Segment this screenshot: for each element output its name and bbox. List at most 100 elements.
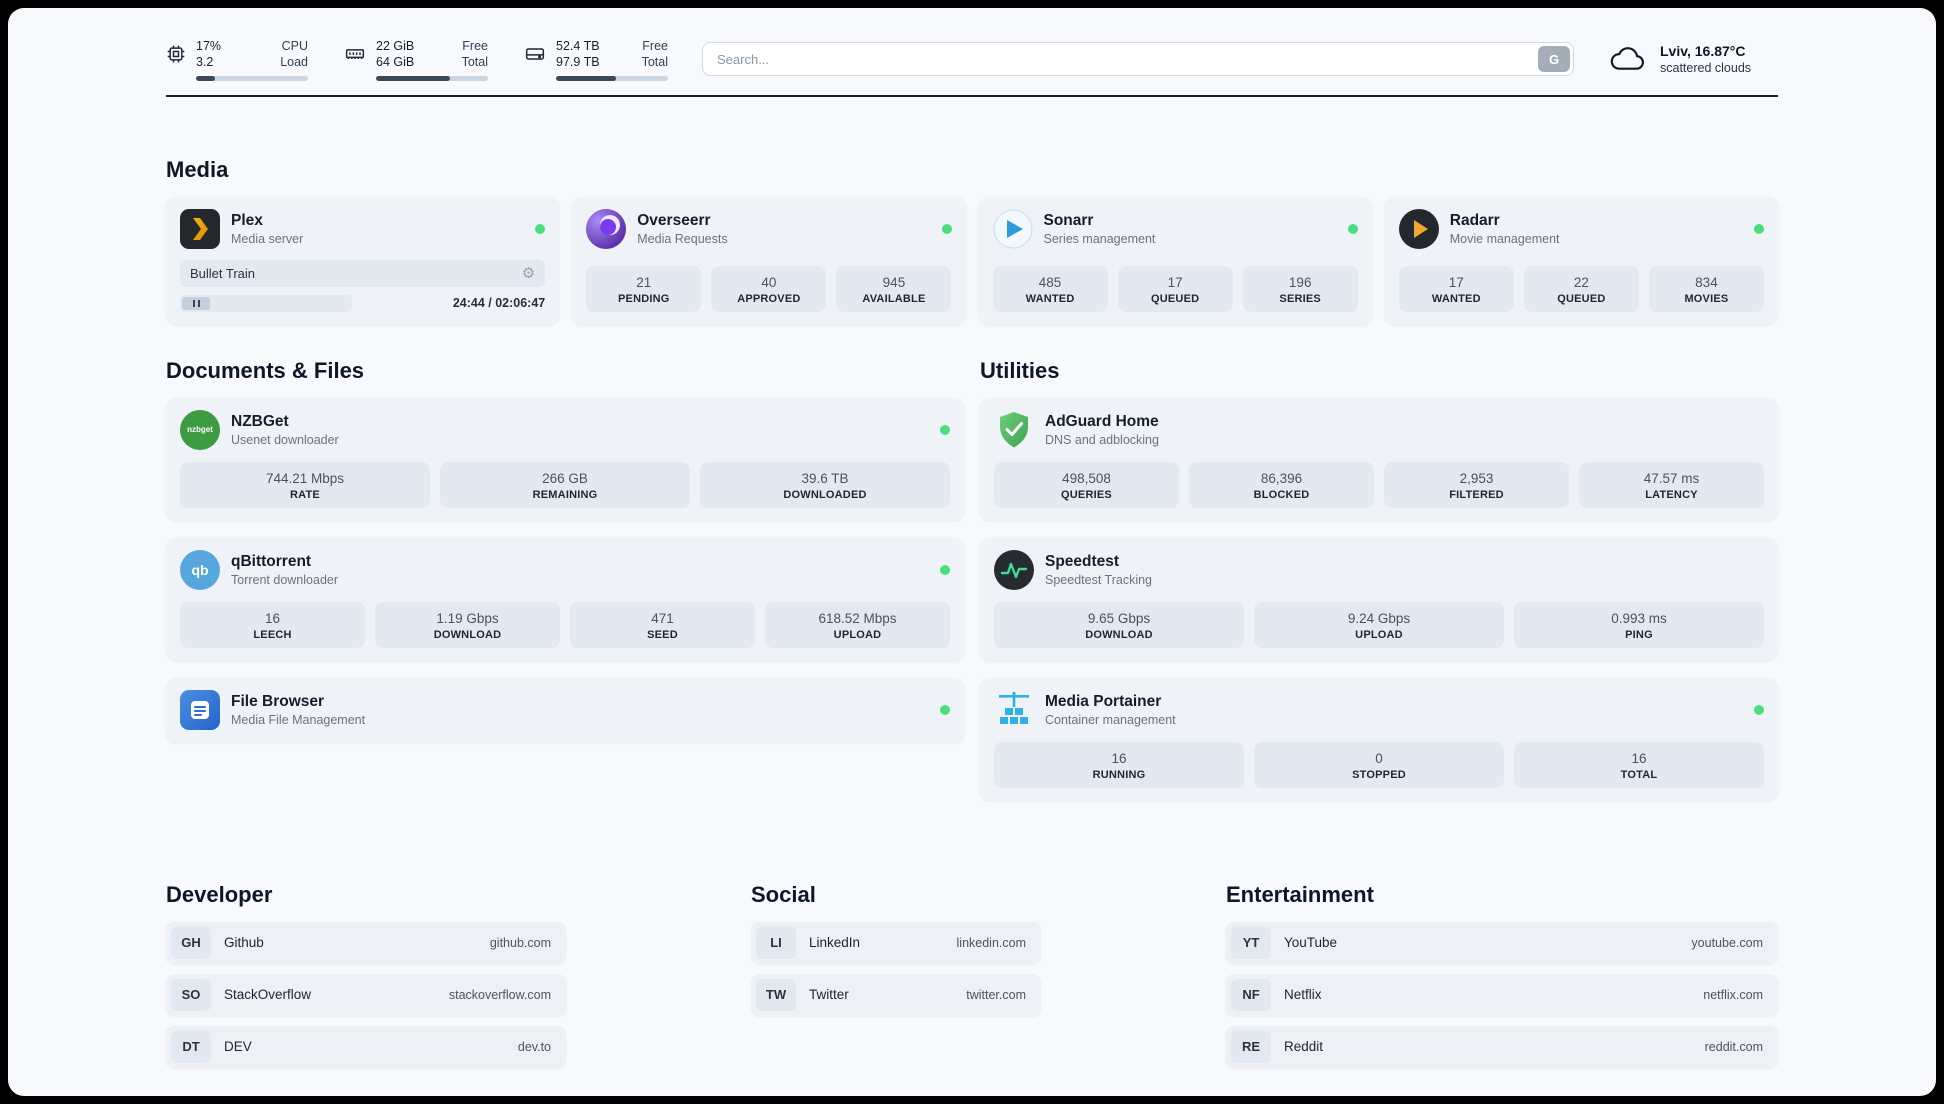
- stat-value: 1.19 Gbps: [436, 610, 499, 626]
- bookmark-stackoverflow[interactable]: SO StackOverflow stackoverflow.com: [166, 973, 566, 1016]
- stat-label: LATENCY: [1645, 488, 1698, 501]
- bookmark-reddit[interactable]: RE Reddit reddit.com: [1226, 1025, 1778, 1068]
- search-engine-button[interactable]: G: [1538, 46, 1570, 73]
- app-name: Sonarr: [1043, 211, 1094, 229]
- bookmark-github[interactable]: GH Github github.com: [166, 921, 566, 964]
- stat: 2,953 FILTERED: [1384, 461, 1569, 508]
- bookmark-twitter[interactable]: TW Twitter twitter.com: [751, 973, 1041, 1016]
- plex-icon: [180, 208, 220, 249]
- stat: 40 APPROVED: [711, 265, 827, 312]
- pause-icon[interactable]: [182, 296, 210, 310]
- cloud-icon: [1608, 44, 1648, 75]
- disk-value: 52.4 TB: [556, 39, 600, 53]
- app-subtitle: Media Requests: [637, 231, 728, 246]
- stat-label: DOWNLOAD: [1085, 628, 1153, 641]
- stat: 196 SERIES: [1242, 265, 1358, 312]
- bookmark-dev[interactable]: DT DEV dev.to: [166, 1025, 566, 1068]
- app-card-plex[interactable]: Plex Media server Bullet Train ⚙ 24:44: [166, 196, 560, 324]
- weather-widget[interactable]: Lviv, 16.87°C scattered clouds: [1608, 43, 1778, 75]
- stat-label: QUERIES: [1061, 488, 1112, 501]
- section-documents: Documents & Files nzbget NZBGet Usenet d…: [166, 358, 964, 818]
- stat-value: 39.6 TB: [801, 470, 849, 486]
- ram-progress-track: [376, 75, 488, 81]
- app-card-filebrowser[interactable]: File Browser Media File Management: [166, 677, 964, 742]
- stat: 0.993 ms PING: [1514, 601, 1764, 648]
- stat: 39.6 TB DOWNLOADED: [700, 461, 950, 508]
- search-bar: G: [702, 42, 1574, 77]
- search-input[interactable]: [702, 42, 1574, 77]
- section-media: Media Plex Media server: [166, 157, 1778, 324]
- qbittorrent-icon: qb: [180, 549, 220, 590]
- bookmark-linkedin[interactable]: LI LinkedIn linkedin.com: [751, 921, 1041, 964]
- app-card-portainer[interactable]: Media Portainer Container management 16 R…: [980, 677, 1778, 800]
- stat-value: 0: [1375, 750, 1383, 766]
- stat-label: FILTERED: [1449, 488, 1504, 501]
- bookmark-netflix[interactable]: NF Netflix netflix.com: [1226, 973, 1778, 1016]
- stat-value: 47.57 ms: [1643, 470, 1700, 486]
- stat: 945 AVAILABLE: [836, 265, 952, 312]
- stat-value: 744.21 Mbps: [265, 470, 345, 486]
- stat-value: 945: [882, 274, 906, 290]
- stat-label: UPLOAD: [1355, 628, 1403, 641]
- stat: 9.24 Gbps UPLOAD: [1254, 601, 1504, 648]
- app-card-adguard[interactable]: AdGuard Home DNS and adblocking 498,508 Q…: [980, 397, 1778, 520]
- app-card-nzbget[interactable]: nzbget NZBGet Usenet downloader 744.21 M…: [166, 397, 964, 520]
- disk-label-bottom: Total: [641, 55, 668, 70]
- stat-value: 498,508: [1062, 470, 1111, 486]
- app-card-speedtest[interactable]: Speedtest Speedtest Tracking 9.65 Gbps DO…: [980, 537, 1778, 660]
- bookmark-abbr: RE: [1231, 1030, 1271, 1063]
- bookmark-url: stackoverflow.com: [448, 987, 551, 1002]
- app-card-sonarr[interactable]: Sonarr Series management 485 WANTED 17 QUE…: [978, 196, 1372, 324]
- stat-label: AVAILABLE: [862, 292, 926, 305]
- cpu-value: 17%: [196, 39, 222, 53]
- speedtest-icon: [994, 549, 1034, 590]
- app-card-overseerr[interactable]: Overseerr Media Requests 21 PENDING 40 APP…: [572, 196, 966, 324]
- ram-value: 22 GiB: [376, 39, 415, 53]
- stat-value: 16: [1111, 750, 1127, 766]
- cpu-progress-fill: [196, 75, 216, 81]
- status-dot: [941, 223, 952, 234]
- bookmark-group-entertainment: Entertainment YT YouTube youtube.com NF …: [1226, 882, 1778, 1078]
- bookmark-url: reddit.com: [1704, 1039, 1763, 1054]
- stat-label: PING: [1625, 628, 1653, 641]
- section-title-documents: Documents & Files: [166, 357, 365, 383]
- bookmark-abbr: TW: [756, 978, 796, 1011]
- app-name: Plex: [231, 211, 263, 229]
- bookmark-url: youtube.com: [1691, 935, 1763, 950]
- ram-label-top: Free: [462, 39, 488, 53]
- cpu-label-bottom: Load: [280, 55, 308, 70]
- bookmark-name: Github: [224, 935, 264, 950]
- stat-value: 196: [1288, 274, 1312, 290]
- sonarr-icon: [992, 208, 1033, 249]
- stat-label: QUEUED: [1150, 292, 1200, 305]
- bookmark-abbr: YT: [1231, 926, 1271, 959]
- app-subtitle: Media server: [231, 231, 304, 246]
- topbar: 17% CPU 3.2 Load 22 GiB Free 64 GiB Total: [166, 8, 1778, 81]
- section-title-entertainment: Entertainment: [1226, 881, 1374, 907]
- seek-bar[interactable]: [180, 294, 352, 312]
- stat-label: SERIES: [1279, 292, 1321, 305]
- app-card-radarr[interactable]: Radarr Movie management 17 WANTED 22 QUEUE…: [1384, 196, 1778, 324]
- stat: 266 GB REMAINING: [440, 461, 690, 508]
- app-subtitle: Series management: [1043, 231, 1156, 246]
- gear-icon[interactable]: ⚙: [521, 264, 536, 282]
- bookmark-youtube[interactable]: YT YouTube youtube.com: [1226, 921, 1778, 964]
- app-card-qbittorrent[interactable]: qb qBittorrent Torrent downloader 16 LEEC…: [166, 537, 964, 660]
- stat-label: SEED: [647, 628, 678, 641]
- stat-value: 21: [636, 274, 652, 290]
- stat: 471 SEED: [570, 601, 755, 648]
- bookmark-url: linkedin.com: [956, 935, 1026, 950]
- stat-value: 9.24 Gbps: [1347, 610, 1411, 626]
- stat: 485 WANTED: [992, 265, 1108, 312]
- bookmark-name: Reddit: [1284, 1039, 1324, 1054]
- stat-value: 485: [1038, 274, 1062, 290]
- stat: 0 STOPPED: [1254, 741, 1504, 788]
- stat-value: 86,396: [1260, 470, 1303, 486]
- stat-value: 17: [1167, 274, 1183, 290]
- disk-progress-fill: [556, 75, 617, 81]
- section-title-utilities: Utilities: [980, 357, 1060, 383]
- ram-icon: [344, 44, 366, 64]
- ram-monitor: 22 GiB Free 64 GiB Total: [344, 38, 488, 81]
- bookmark-abbr: SO: [171, 978, 211, 1011]
- bookmark-abbr: DT: [171, 1030, 211, 1063]
